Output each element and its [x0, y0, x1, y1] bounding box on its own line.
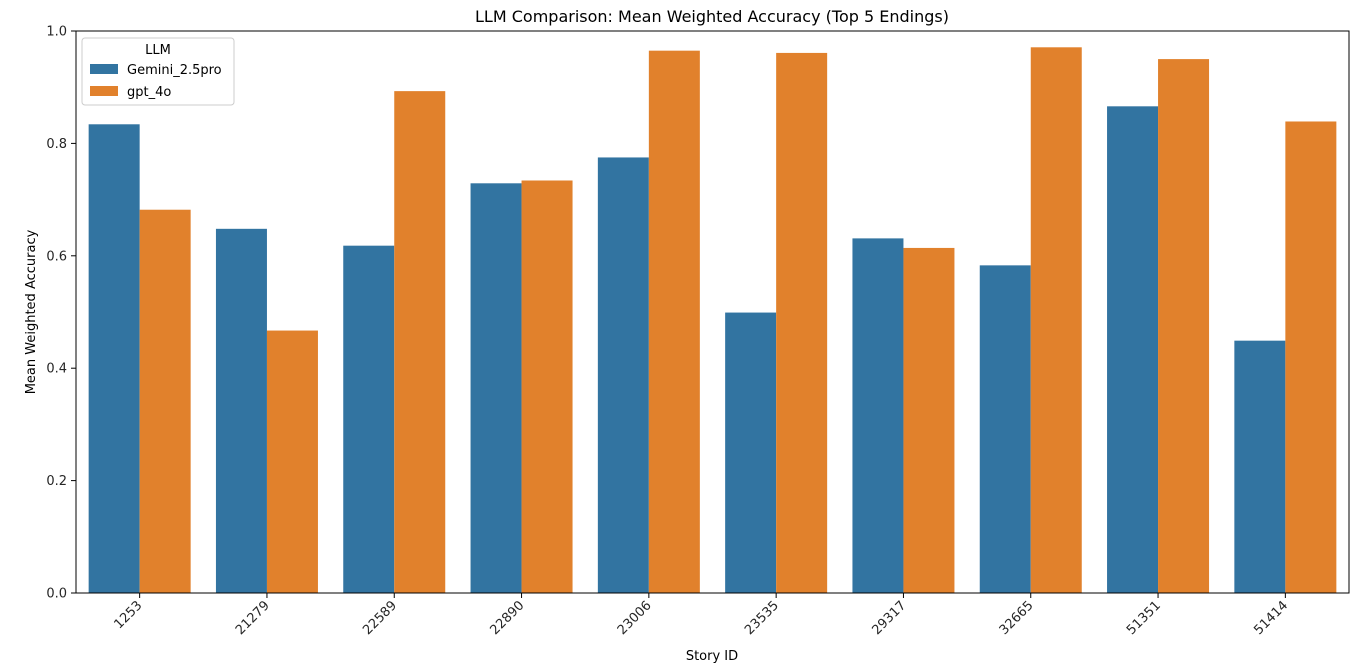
bar-gemini-32665 — [979, 265, 1031, 593]
bar-gpt-32665 — [1030, 47, 1082, 594]
bar-gemini-1253 — [88, 124, 140, 593]
bar-gpt-29317 — [903, 247, 955, 593]
bar-gpt-22890 — [521, 180, 573, 594]
bar-gpt-1253 — [139, 209, 191, 593]
legend-swatch-gpt — [90, 86, 118, 96]
x-tick-label: 51351 — [1124, 598, 1164, 638]
y-tick-label: 0.0 — [46, 587, 67, 602]
bar-gemini-51414 — [1234, 340, 1286, 593]
x-tick-label: 23006 — [615, 598, 655, 638]
x-tick-label: 22890 — [488, 598, 528, 638]
legend: LLM Gemini_2.5pro gpt_4o — [81, 37, 235, 106]
bar-gemini-21279 — [215, 228, 267, 593]
y-tick-label: 1.0 — [46, 25, 67, 40]
bars — [88, 47, 1337, 594]
y-tick-label: 0.4 — [46, 362, 67, 377]
x-axis-ticks: 1253 21279 22589 22890 23006 23535 29317 32665 5… — [111, 593, 1291, 638]
legend-frame — [81, 37, 235, 106]
chart-title: LLM Comparison: Mean Weighted Accuracy (… — [475, 7, 949, 26]
bar-gpt-51414 — [1285, 121, 1337, 593]
legend-swatch-gemini — [90, 64, 118, 74]
bar-gemini-23006 — [597, 157, 649, 593]
x-tick-label: 23535 — [742, 598, 782, 638]
y-axis-label: Mean Weighted Accuracy — [24, 229, 39, 394]
x-tick-label: 51414 — [1251, 598, 1291, 638]
legend-label-gemini: Gemini_2.5pro — [127, 63, 222, 78]
bar-gpt-23006 — [648, 50, 700, 594]
y-tick-label: 0.8 — [46, 137, 67, 152]
x-tick-label: 22589 — [360, 598, 400, 638]
bar-gemini-51351 — [1107, 106, 1159, 593]
x-tick-label: 1253 — [111, 598, 145, 632]
bar-gemini-22890 — [470, 183, 522, 594]
x-tick-label: 21279 — [233, 598, 273, 638]
legend-label-gpt: gpt_4o — [127, 85, 171, 100]
y-tick-label: 0.2 — [46, 474, 67, 489]
x-tick-label: 29317 — [869, 598, 909, 638]
bar-gpt-51351 — [1158, 59, 1210, 594]
bar-gpt-21279 — [266, 330, 318, 593]
bar-gemini-22589 — [343, 245, 395, 593]
y-tick-label: 0.6 — [46, 249, 67, 264]
bar-gemini-23535 — [725, 312, 777, 593]
plot-area-frame — [75, 30, 1350, 594]
bar-gpt-22589 — [394, 91, 446, 593]
x-tick-label: 32665 — [997, 598, 1037, 638]
bar-gemini-29317 — [852, 238, 904, 593]
y-axis-ticks: 0.0 0.2 0.4 0.6 0.8 1.0 — [46, 25, 76, 602]
bar-gpt-23535 — [776, 52, 828, 594]
x-axis-label: Story ID — [686, 649, 738, 663]
legend-title: LLM — [145, 43, 171, 58]
